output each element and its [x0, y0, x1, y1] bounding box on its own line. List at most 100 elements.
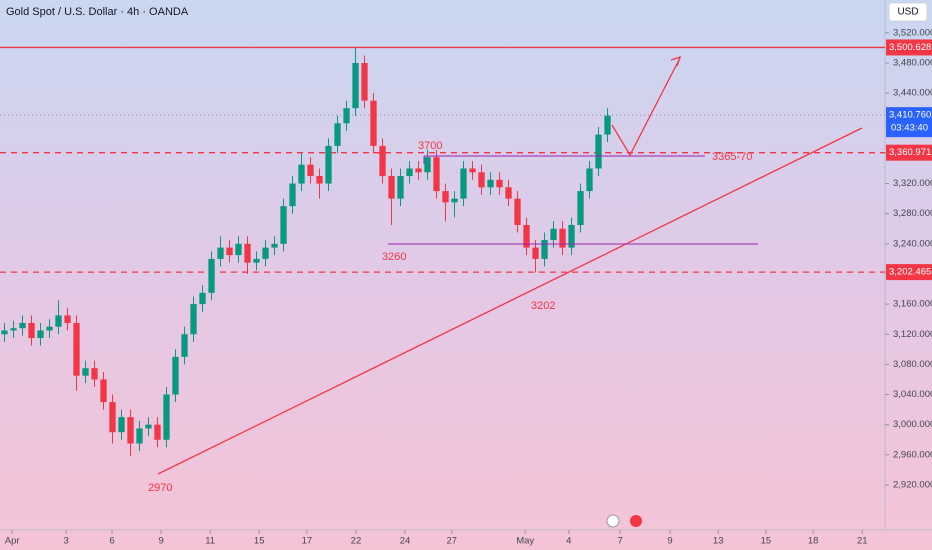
- chart-title: Gold Spot / U.S. Dollar · 4h · OANDA: [6, 6, 189, 18]
- candle-body: [487, 179, 494, 188]
- candle-body: [379, 145, 386, 177]
- x-tick-label: 9: [158, 536, 163, 547]
- candle-body: [577, 191, 584, 225]
- candle-body: [154, 424, 161, 440]
- candle-body: [595, 134, 602, 169]
- price-level-box: [886, 39, 932, 56]
- x-tick-label: 27: [447, 536, 458, 547]
- candle-body: [172, 356, 179, 395]
- candle-body: [550, 228, 557, 241]
- x-tick-label: 9: [667, 536, 672, 547]
- arrow-head: [670, 55, 682, 67]
- last-price-label: 3,410.760: [889, 110, 931, 121]
- x-tick-label: 7: [617, 536, 622, 547]
- candle-body: [46, 326, 53, 331]
- candle-body: [73, 322, 80, 376]
- candle-body: [460, 168, 467, 199]
- candle-body: [244, 243, 251, 263]
- candle-body: [289, 183, 296, 207]
- candle-body: [604, 115, 611, 135]
- x-tick-label: 3: [64, 536, 69, 547]
- candle-body: [55, 315, 62, 327]
- x-tick-label: 21: [857, 536, 868, 547]
- candle-body: [505, 187, 512, 199]
- x-tick-label: 22: [351, 536, 362, 547]
- candle-body: [523, 224, 530, 248]
- candle-body: [271, 243, 278, 248]
- candle-body: [451, 198, 458, 203]
- x-tick-label: Apr: [5, 536, 20, 547]
- x-tick-label: 15: [254, 536, 265, 547]
- candle-body: [19, 322, 26, 329]
- axes: 3,520.0003,480.0003,440.0003,400.0003,36…: [5, 27, 932, 547]
- candle-body: [514, 198, 521, 225]
- candle-body: [136, 428, 143, 444]
- countdown-label: 03:43:40: [891, 123, 928, 134]
- candle-body: [496, 179, 503, 188]
- y-tick-label: 3,000.000: [893, 419, 932, 430]
- candle-body: [181, 334, 188, 357]
- y-tick-label: 3,480.000: [893, 58, 932, 69]
- annotation: 2970: [148, 482, 172, 494]
- y-tick-label: 3,440.000: [893, 88, 932, 99]
- y-tick-label: 3,280.000: [893, 208, 932, 219]
- candle-body: [343, 108, 350, 124]
- price-level-box: [886, 264, 932, 281]
- candle-body: [334, 123, 341, 146]
- candle-body: [541, 240, 548, 259]
- annotation: 3260: [382, 251, 406, 263]
- candle-body: [190, 304, 197, 335]
- candle-body: [91, 368, 98, 380]
- candle-body: [199, 292, 206, 305]
- trend-line: [157, 127, 863, 475]
- candle-body: [469, 168, 476, 173]
- x-tick-label: 18: [808, 536, 819, 547]
- price-level-label: 3,360.971: [889, 147, 931, 158]
- candle-body: [1, 330, 8, 335]
- candle-body: [10, 328, 17, 331]
- candle-body: [316, 176, 323, 184]
- plot-area: [0, 46, 885, 457]
- candle-body: [361, 62, 368, 101]
- candle-body: [118, 417, 125, 433]
- candle-body: [442, 191, 449, 203]
- candle-body: [433, 157, 440, 192]
- x-tick-label: 17: [302, 536, 313, 547]
- x-tick-label: 4: [566, 536, 571, 547]
- candle-body: [163, 394, 170, 440]
- candle-body: [370, 100, 377, 146]
- candle-body: [352, 62, 359, 109]
- y-tick-label: 2,920.000: [893, 479, 932, 490]
- y-tick-label: 3,080.000: [893, 359, 932, 370]
- candle-body: [568, 224, 575, 248]
- candle-body: [208, 258, 215, 293]
- candle-body: [109, 402, 116, 433]
- candle-body: [424, 157, 431, 173]
- annotation: 3202: [531, 300, 555, 312]
- annotation: 3700: [418, 140, 442, 152]
- candle-body: [145, 424, 152, 429]
- candle-body: [28, 322, 35, 339]
- candle-body: [586, 168, 593, 192]
- x-tick-label: 11: [205, 536, 215, 547]
- candle-body: [127, 417, 134, 444]
- y-tick-label: 3,160.000: [893, 299, 932, 310]
- y-tick-label: 3,320.000: [893, 178, 932, 189]
- candle-body: [82, 368, 89, 376]
- candle-body: [406, 168, 413, 177]
- candle-body: [397, 176, 404, 199]
- currency-box[interactable]: [888, 2, 928, 22]
- y-tick-label: 3,040.000: [893, 389, 932, 400]
- x-tick-label: 15: [761, 536, 772, 547]
- event-icon[interactable]: [606, 514, 620, 528]
- event-icon[interactable]: [630, 515, 642, 527]
- candle-body: [64, 315, 71, 323]
- last-price-box: [886, 107, 932, 138]
- price-level-box: [886, 144, 932, 161]
- candle-body: [415, 168, 422, 173]
- y-tick-label: 3,240.000: [893, 238, 932, 249]
- candle-body: [559, 228, 566, 248]
- projection-arrow: [611, 57, 681, 157]
